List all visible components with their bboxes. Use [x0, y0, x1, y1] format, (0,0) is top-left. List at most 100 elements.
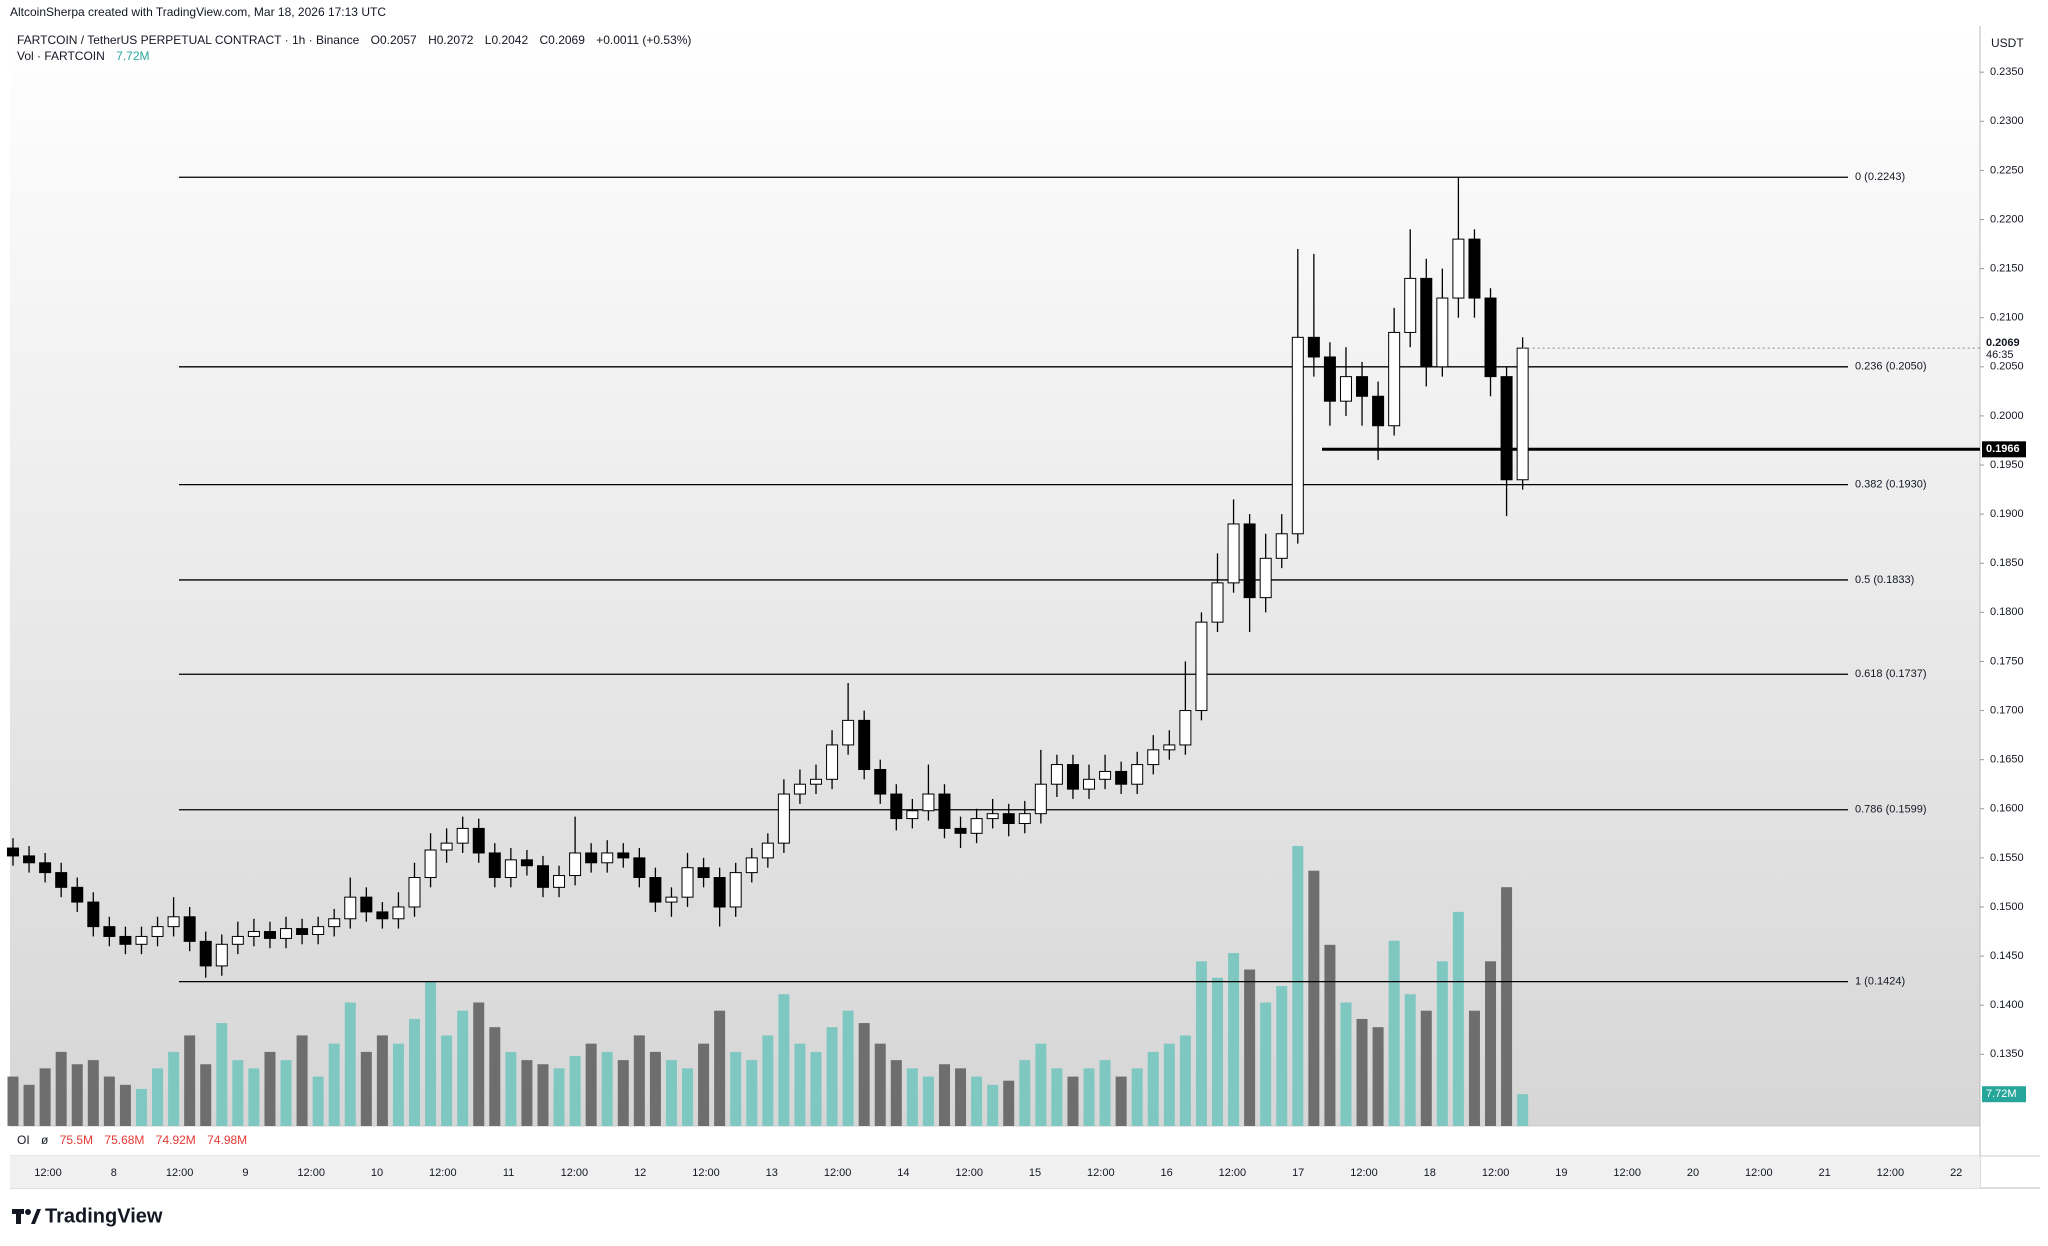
- volume-bar: [938, 1064, 950, 1126]
- candle-body: [874, 768, 887, 795]
- y-tick-label: 0.1400: [1990, 999, 2024, 1011]
- volume-bar: [184, 1035, 196, 1126]
- x-tick-label: 21: [1818, 1167, 1830, 1179]
- candle-body: [376, 911, 389, 920]
- volume-bar: [1051, 1068, 1063, 1126]
- x-tick-label: 12: [634, 1167, 646, 1179]
- candle-body: [713, 877, 726, 908]
- logo-mark: [25, 1209, 31, 1215]
- candle-body: [199, 940, 212, 967]
- candles: [7, 177, 1529, 978]
- volume-bar: [1003, 1080, 1015, 1126]
- volume-bar: [955, 1068, 967, 1126]
- candle-body: [1050, 764, 1063, 785]
- volume-bar: [553, 1068, 565, 1126]
- fib-label: 0.786 (0.1599): [1855, 804, 1927, 816]
- y-tick-label: 0.1350: [1990, 1048, 2024, 1060]
- volume-bar: [971, 1076, 983, 1126]
- candle-body: [360, 896, 373, 913]
- volume-bar: [569, 1056, 581, 1126]
- candle-body: [536, 865, 549, 888]
- volume-bar: [665, 1060, 677, 1126]
- volume-bar: [762, 1035, 774, 1126]
- candle-body: [504, 859, 517, 879]
- x-tick-label: 9: [242, 1167, 248, 1179]
- candle-body: [424, 849, 437, 879]
- candle-body: [263, 931, 276, 939]
- legend-close: C0.2069: [540, 33, 586, 47]
- volume-bar: [922, 1076, 934, 1126]
- candle-body: [793, 783, 806, 795]
- volume-bar: [1244, 969, 1256, 1126]
- brand-logo[interactable]: TradingView: [12, 1205, 163, 1227]
- level-tag: [1982, 441, 2026, 458]
- x-tick-label: 12:00: [429, 1167, 457, 1179]
- volume-bar: [409, 1018, 420, 1126]
- y-tick-label: 0.2100: [1990, 312, 2024, 324]
- candle-body: [71, 886, 84, 903]
- candle-body: [151, 926, 164, 937]
- fib-label: 0.5 (0.1833): [1855, 574, 1914, 586]
- volume-bar: [794, 1043, 806, 1126]
- candle-body: [1018, 813, 1031, 825]
- candle-body: [55, 872, 68, 888]
- candle-body: [440, 842, 453, 851]
- symbol: FARTCOIN / TetherUS PERPETUAL CONTRACT ·…: [17, 33, 360, 47]
- candle-body: [1500, 376, 1513, 481]
- candle-body: [488, 852, 501, 879]
- x-tick-label: 12:00: [955, 1167, 983, 1179]
- volume-bar: [87, 1060, 99, 1126]
- candle-body: [922, 793, 935, 812]
- volume-bar: [1404, 994, 1416, 1126]
- candle-body: [87, 901, 100, 928]
- level-label: 0.1966: [1986, 443, 2020, 455]
- oi-value: 74.98M: [207, 1133, 247, 1147]
- legend-open: O0.2057: [371, 33, 417, 47]
- candle-body: [553, 875, 566, 888]
- volume-bar: [1212, 977, 1223, 1126]
- candle-body: [649, 877, 662, 903]
- candle-body: [697, 867, 710, 879]
- candle-body: [954, 827, 967, 834]
- y-tick-label: 0.2250: [1990, 164, 2024, 176]
- volume-bar: [473, 1002, 485, 1126]
- x-tick-label: 12:00: [1877, 1167, 1905, 1179]
- volume-bar: [39, 1068, 51, 1126]
- candle-body: [312, 926, 325, 935]
- candle-body: [1243, 523, 1256, 599]
- x-tick-label: 19: [1555, 1167, 1567, 1179]
- candle-body: [1195, 621, 1208, 712]
- legend-low: L0.2042: [485, 33, 529, 47]
- y-tick-label: 0.1700: [1990, 704, 2024, 716]
- volume-bar: [1115, 1076, 1127, 1126]
- candle-body: [1259, 557, 1272, 599]
- candle-body: [1388, 331, 1401, 427]
- volume-bar: [617, 1060, 629, 1126]
- candle-body: [938, 793, 951, 829]
- candle-body: [585, 852, 598, 864]
- volume-bar: [103, 1076, 115, 1126]
- candle-body: [39, 862, 52, 874]
- oi-pane: [10, 1126, 1980, 1156]
- candle-body: [1484, 297, 1497, 378]
- candle-body: [1516, 347, 1529, 481]
- countdown: 46:35: [1986, 349, 2014, 361]
- volume-bar: [585, 1043, 597, 1126]
- candle-body: [1307, 336, 1320, 358]
- candle-body: [1163, 744, 1176, 751]
- candle-body: [1002, 813, 1015, 825]
- volume-bar: [987, 1084, 999, 1126]
- candle-body: [344, 896, 357, 920]
- volume-bar: [1372, 1027, 1384, 1126]
- x-tick-label: 12:00: [1350, 1167, 1378, 1179]
- candle-body: [1339, 376, 1352, 402]
- volume-bar: [232, 1060, 244, 1126]
- candle-body: [729, 872, 742, 908]
- y-tick-label: 0.1550: [1990, 852, 2024, 864]
- volume-bar: [1501, 887, 1513, 1126]
- x-tick-label: 12:00: [561, 1167, 589, 1179]
- candle-body: [890, 793, 903, 820]
- candle-body: [392, 906, 405, 920]
- volume-bar: [1163, 1043, 1175, 1126]
- volume-bars: [7, 846, 1529, 1126]
